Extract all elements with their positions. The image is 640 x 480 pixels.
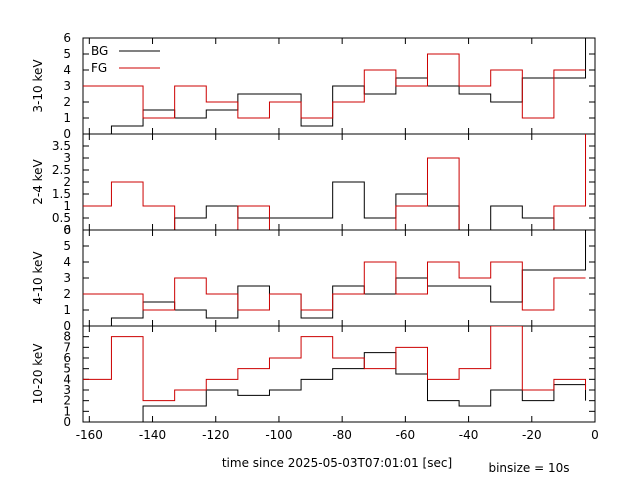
panel-3: 0 1 2 3 4 5 6 4-10 keV: [31, 223, 596, 333]
y-axis-label: 2-4 keV: [31, 158, 45, 204]
y-axis-label: 3-10 keV: [31, 59, 45, 113]
y-tick-label: 3: [63, 271, 71, 285]
x-tick-label: -60: [396, 428, 416, 442]
y-tick-label: 3: [63, 151, 71, 165]
y-tick-label: 6: [63, 31, 71, 45]
y-tick-label: 3: [63, 383, 71, 397]
binsize-note: binsize = 10s: [488, 461, 569, 475]
y-tick-label: 2: [63, 175, 71, 189]
y-tick-label: 1: [63, 303, 71, 317]
y-tick-label: 1: [63, 199, 71, 213]
x-tick-label: -100: [265, 428, 292, 442]
series-bg-line: [83, 352, 587, 422]
series-fg-line: [83, 134, 587, 230]
y-tick-label: 0: [63, 415, 71, 429]
y-tick-label: 8: [63, 330, 71, 344]
panel-frame: [82, 229, 596, 327]
x-tick-label: -140: [139, 428, 166, 442]
y-tick-label: 5: [63, 362, 71, 376]
x-tick-label: -40: [459, 428, 479, 442]
series-bg-line: [83, 181, 586, 230]
x-tick-label: -160: [76, 428, 103, 442]
y-tick-label: 1: [63, 111, 71, 125]
x-axis: -160 -140 -120 -100 -80 -60 -40 -20 0: [76, 428, 599, 442]
y-tick-label: 4: [63, 255, 71, 269]
y-tick-label: 6: [63, 223, 71, 237]
series-fg-line: [83, 326, 587, 402]
x-tick-label: -20: [522, 428, 542, 442]
panel-2: 00.511.522.533.5 2-4 keV: [31, 133, 596, 237]
y-tick-label: 0: [63, 127, 71, 141]
series-bg-line: [83, 38, 587, 134]
y-tick-label: 1: [63, 404, 71, 418]
x-tick-label: -120: [202, 428, 229, 442]
legend-label-fg: FG: [91, 61, 107, 75]
y-tick-label: 2: [63, 394, 71, 408]
y-tick-label: 5: [63, 239, 71, 253]
y-axis-label: 10-20 keV: [31, 343, 45, 405]
series-bg-line: [83, 230, 587, 326]
y-tick-label: 4: [63, 63, 71, 77]
y-tick-label: 2: [63, 287, 71, 301]
y-tick-label: 3.5: [52, 139, 71, 153]
legend: BG FG: [91, 44, 160, 75]
y-tick-label: 0: [63, 223, 71, 237]
series-fg-line: [83, 261, 586, 311]
y-tick-label: 1.5: [52, 187, 71, 201]
x-tick-label: -80: [332, 428, 352, 442]
panel-frame: [82, 325, 596, 423]
legend-label-bg: BG: [91, 44, 108, 58]
y-tick-label: 2: [63, 95, 71, 109]
y-tick-label: 2.5: [52, 163, 71, 177]
series-fg-line: [83, 53, 586, 119]
panel-1: 0 1 2 3 4 5 6 3-10 keV BG FG: [31, 31, 596, 141]
y-tick-label: 4: [63, 372, 71, 386]
x-axis-label: time since 2025-05-03T07:01:01 [sec]: [222, 456, 452, 470]
y-tick-label: 3: [63, 79, 71, 93]
y-tick-label: 7: [63, 340, 71, 354]
y-tick-label: 5: [63, 47, 71, 61]
x-tick-label: 0: [591, 428, 599, 442]
y-axis-label: 4-10 keV: [31, 251, 45, 305]
y-tick-label: 0.5: [52, 211, 71, 225]
y-tick-label: 6: [63, 351, 71, 365]
y-tick-label: 0: [63, 319, 71, 333]
